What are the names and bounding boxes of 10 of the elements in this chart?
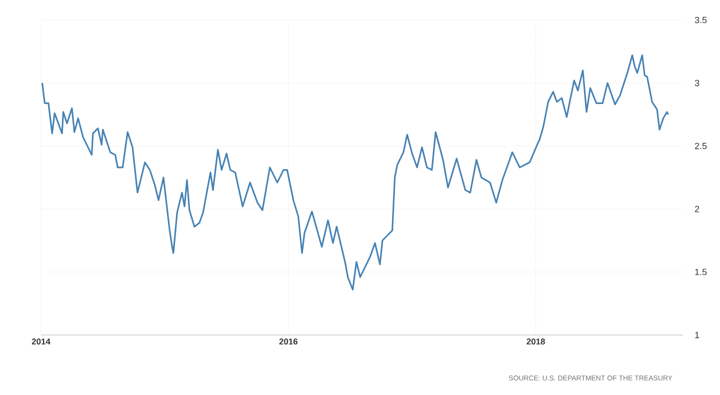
y-tick-label: 2: [694, 206, 700, 212]
y-tick-label: 3: [694, 80, 700, 86]
x-tick-label: 2014: [32, 338, 50, 345]
y-tick-label: 1.5: [695, 268, 707, 276]
line-series: [41, 54, 669, 290]
x-tick-label: 2018: [526, 338, 545, 345]
y-tick-label: 2.5: [694, 142, 707, 150]
y-tick-label: 1: [695, 332, 700, 338]
y-tick-label: 3.5: [694, 16, 707, 24]
x-tick-label: 2016: [279, 338, 298, 345]
